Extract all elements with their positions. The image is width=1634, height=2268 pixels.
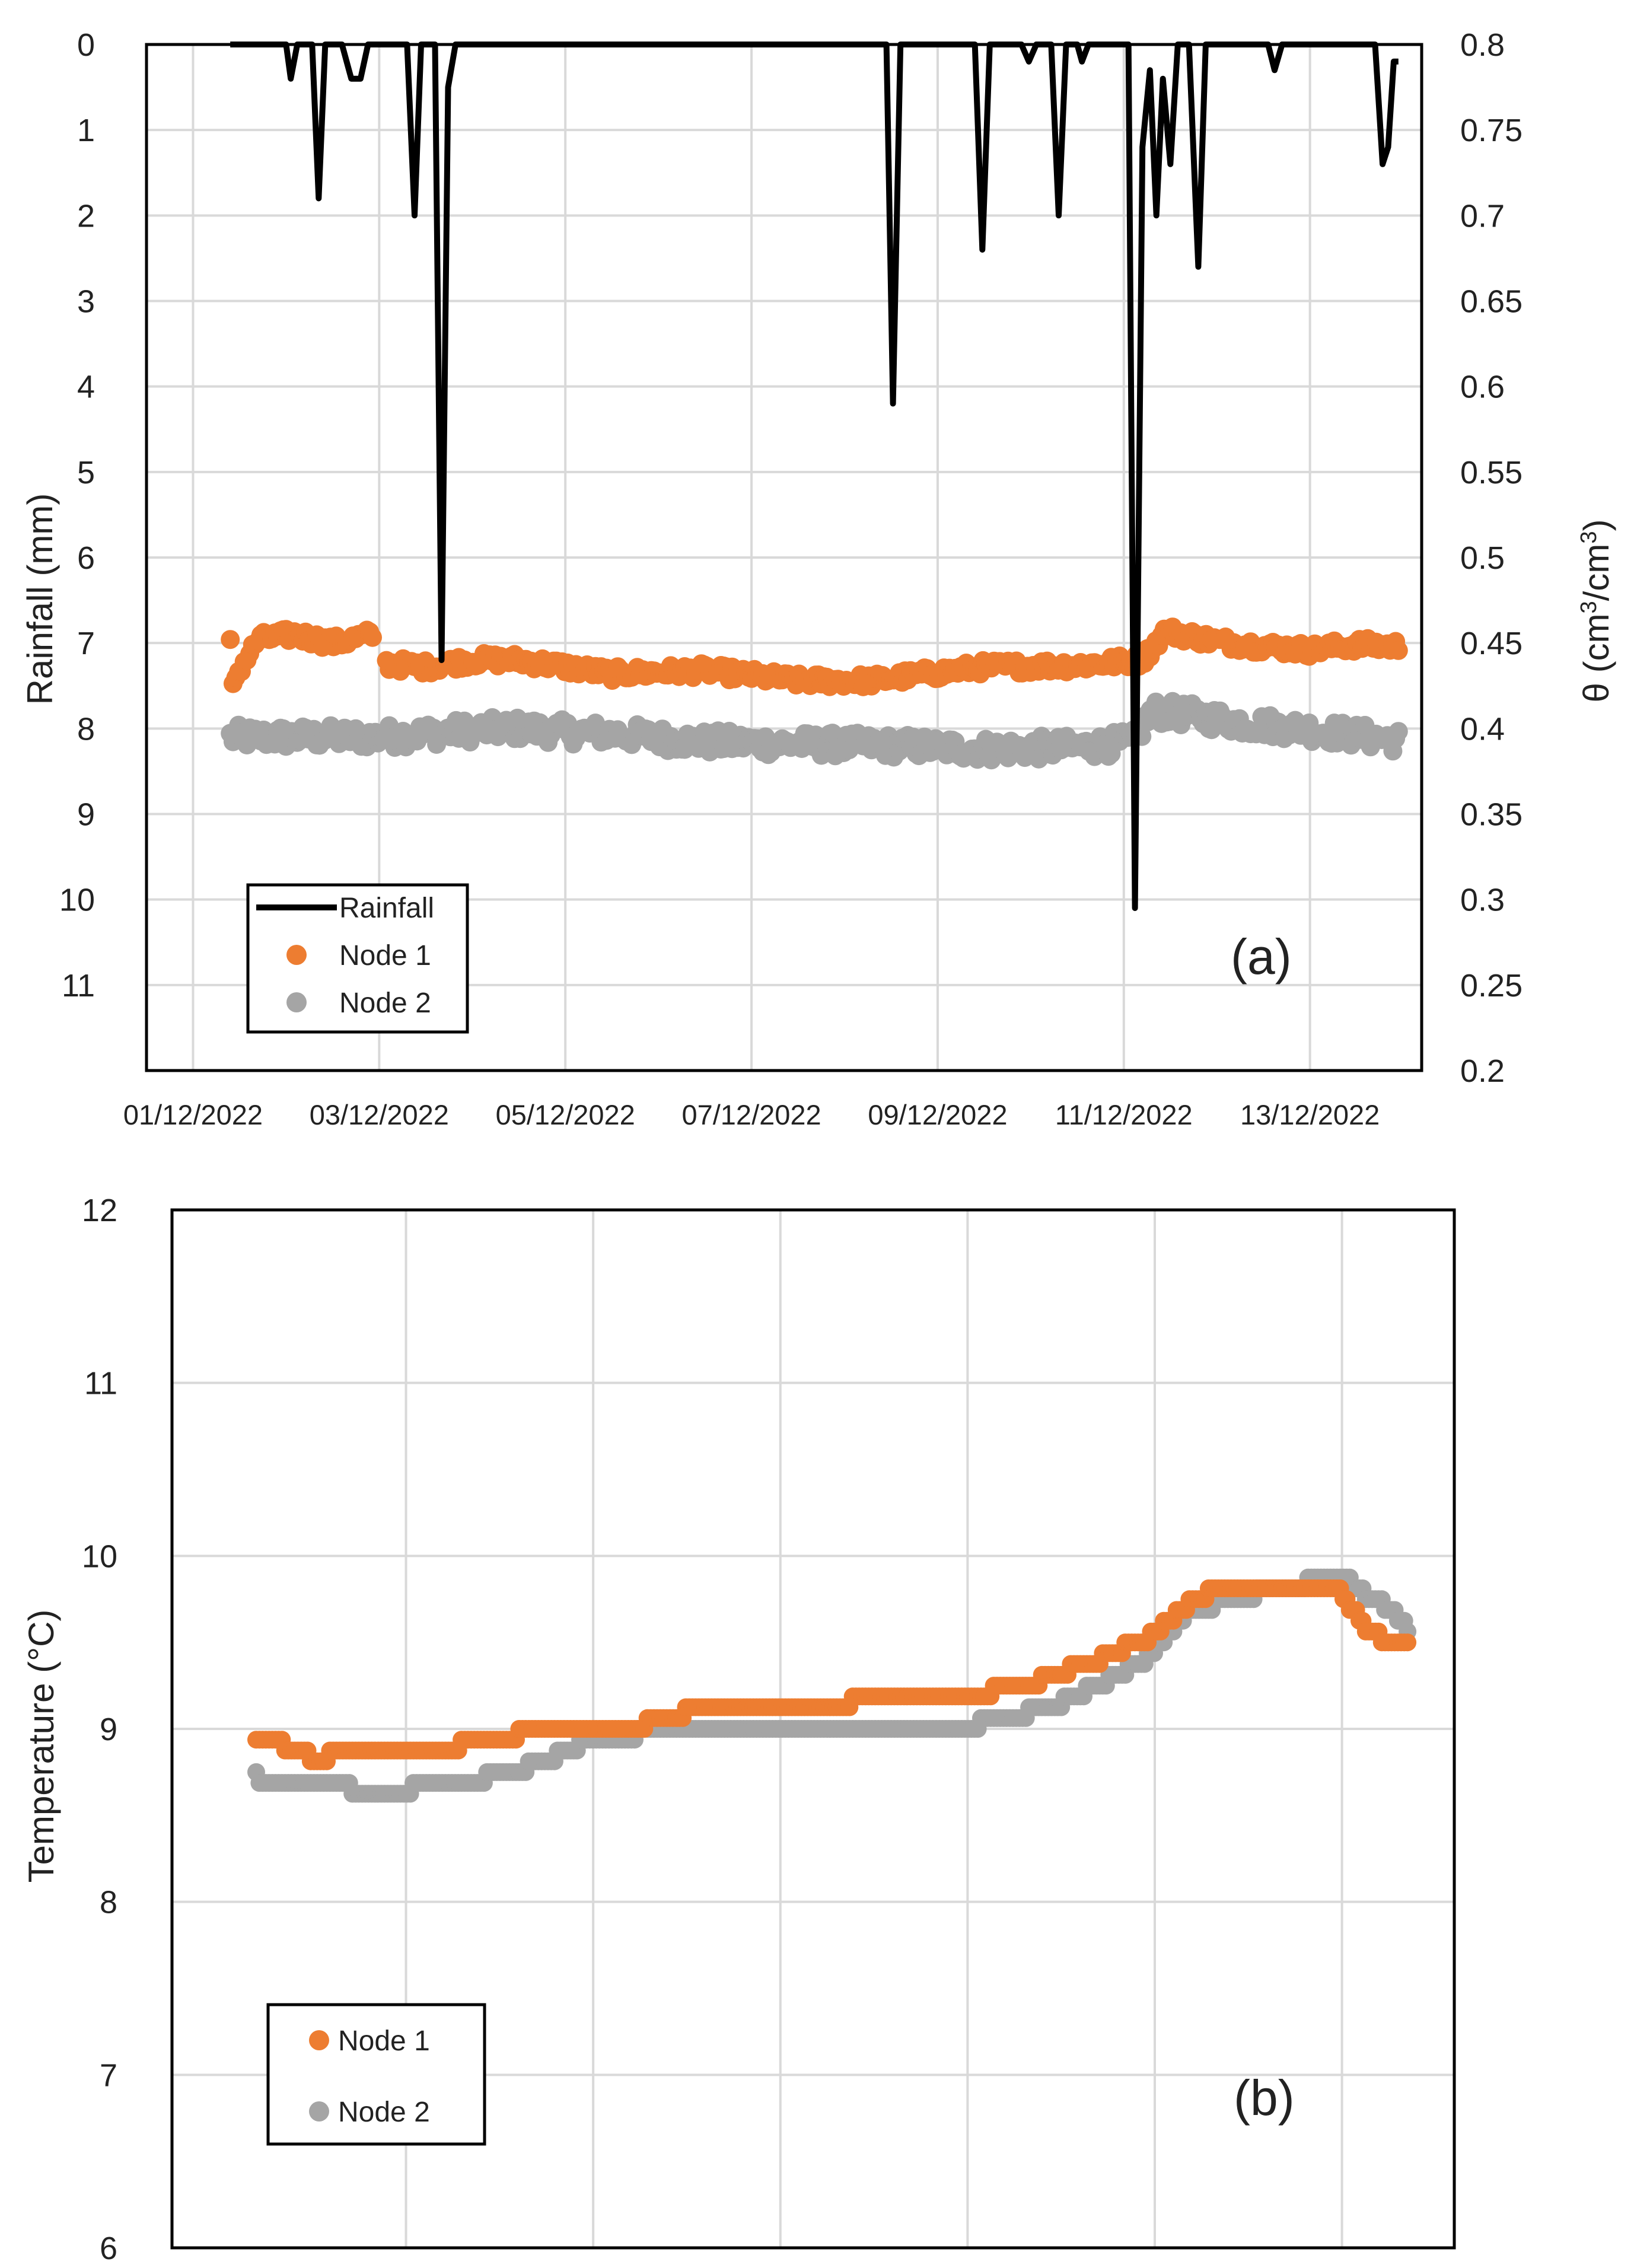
node1-point [363,627,382,647]
panel-b-plot-frame [170,1208,1456,2250]
panel-b-y-tick-label: 7 [100,2057,117,2093]
panel-a-right-tick-label: 0.55 [1460,455,1522,490]
legend-b-node1-label: Node 1 [338,2025,430,2057]
panel-b-y-tick-label: 11 [84,1366,117,1401]
legend-node1-swatch [286,945,307,965]
panel-a-right-tick-label: 0.75 [1460,113,1522,148]
legend-node1-label: Node 1 [339,940,431,971]
panel-a-right-tick-label: 0.35 [1460,797,1522,833]
panel-a-right-tick-label: 0.25 [1460,968,1522,1004]
panel-a-right-tick-label: 0.65 [1460,284,1522,320]
node2-point [1388,722,1408,741]
right-label-suffix: ) [1576,520,1616,531]
panel-a-right-tick-label: 0.7 [1460,198,1505,234]
right-label-prefix: θ (cm [1576,613,1616,702]
panel-a-left-tick-label: 10 [59,883,95,918]
panel-a-left-tick-label: 4 [77,369,95,405]
panel-a-x-tick-label: 01/12/2022 [123,1099,263,1130]
panel-b-chart: 6 7 8 9 10 11 12 Temperature (°C) Node 1 Node … [21,1193,1456,2266]
panel-a-right-tick-label: 0.45 [1460,626,1522,661]
panel-b-y-tick-label: 10 [82,1538,117,1574]
panel-b-y-tick-label: 12 [82,1193,117,1228]
panel-a-left-tick-label: 8 [77,711,95,747]
panel-b-axis-label: Temperature (°C) [21,1610,61,1883]
panel-a-left-tick-label: 3 [77,284,95,320]
panel-a-x-tick-label: 13/12/2022 [1240,1099,1380,1130]
node1-point [1388,641,1408,660]
panel-a-left-tick-labels: 0 1 2 3 4 5 6 7 8 9 10 11 [59,27,95,1004]
panel-b-y-tick-label: 6 [100,2231,117,2266]
panel-a-x-tick-label: 09/12/2022 [868,1099,1007,1130]
panel-a-left-tick-label: 7 [77,626,95,661]
panel-a-node1-series [221,617,1408,696]
legend-node2-swatch [286,992,307,1012]
panel-a-rainfall-series [230,42,1399,912]
panel-b-legend: Node 1 Node 2 [266,2003,486,2146]
panel-a-right-tick-label: 0.4 [1460,711,1505,747]
node1-point [1399,1633,1417,1652]
panel-a-x-tick-label: 03/12/2022 [310,1099,449,1130]
legend-b-node2-label: Node 2 [338,2097,430,2128]
panel-a-label: (a) [1231,929,1292,985]
panel-b-node1-series [247,1579,1417,1770]
panel-a-plot-frame [145,43,1423,1072]
panel-a-left-axis-label: Rainfall (mm) [20,493,60,705]
panel-a-right-tick-label: 0.6 [1460,369,1505,405]
right-label-sup-1: 3 [1576,601,1601,613]
panel-a-x-tick-labels: 01/12/2022 03/12/2022 05/12/2022 07/12/2022… [123,1099,1380,1130]
panel-a-legend: Rainfall Node 1 Node 2 [246,883,469,1034]
legend-rainfall-label: Rainfall [339,893,434,924]
panel-a-node2-series [221,692,1408,770]
panel-b-y-tick-labels: 6 7 8 9 10 11 12 [82,1193,117,2266]
panel-a-right-axis-label: θ (cm3/cm3) [1576,520,1616,703]
panel-a-x-tick-label: 05/12/2022 [496,1099,635,1130]
legend-b-node1-swatch [309,2030,329,2050]
node1-point [221,630,240,649]
right-label-mid: /cm [1576,544,1616,601]
panel-b-y-tick-label: 8 [100,1885,117,1920]
panel-a-left-tick-label: 1 [77,113,95,148]
panel-a-right-tick-label: 0.5 [1460,540,1505,576]
panel-a-right-tick-label: 0.2 [1460,1053,1505,1089]
panel-a-left-tick-label: 9 [77,797,95,833]
panel-a-right-tick-label: 0.8 [1460,27,1505,63]
panel-a-left-tick-label: 6 [77,540,95,576]
panel-a-left-tick-label: 2 [77,198,95,234]
panel-a-left-tick-label: 5 [77,455,95,490]
panel-a-x-tick-label: 07/12/2022 [681,1099,821,1130]
panel-b-label: (b) [1234,2070,1295,2126]
panel-a-x-tick-label: 11/12/2022 [1055,1099,1193,1130]
legend-b-node2-swatch [309,2101,329,2122]
panel-a-right-tick-labels: 0.8 0.75 0.7 0.65 0.6 0.55 0.5 0.45 0.4 0.35 0.3 0.… [1460,27,1522,1089]
panel-a-left-tick-label: 11 [62,968,95,1004]
panel-a-left-tick-label: 0 [77,27,95,63]
panel-a-right-tick-label: 0.3 [1460,883,1505,918]
right-label-sup-2: 3 [1576,531,1601,544]
panel-b-node2-series [247,1568,1417,1803]
legend-node2-label: Node 2 [339,988,431,1019]
panel-b-y-tick-label: 9 [100,1712,117,1747]
